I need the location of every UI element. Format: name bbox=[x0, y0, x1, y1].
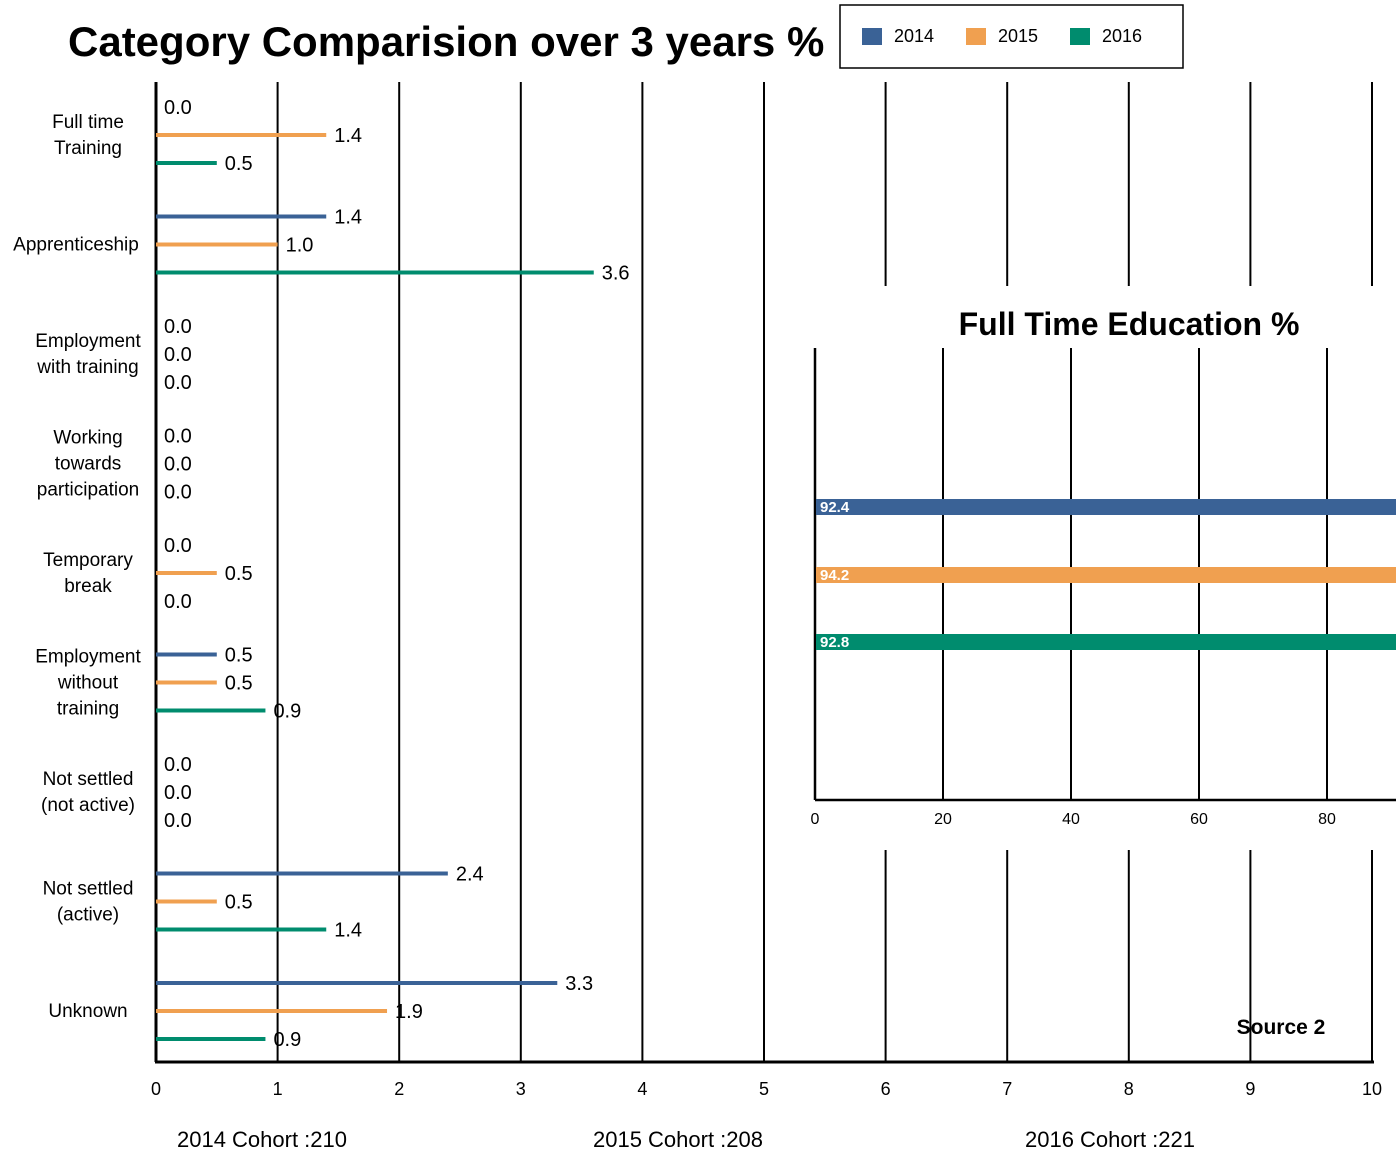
category-label: Working towards participation bbox=[37, 428, 139, 501]
inset-bar-2016 bbox=[816, 634, 1396, 650]
x-tick-label: 4 bbox=[637, 1079, 647, 1099]
data-label: 1.4 bbox=[334, 920, 362, 942]
category-label: Unknown bbox=[48, 1001, 127, 1022]
x-tick-label: 2 bbox=[394, 1079, 404, 1099]
category-label: Apprenticeship bbox=[13, 235, 139, 256]
data-label: 0.5 bbox=[225, 563, 253, 585]
inset-x-tick-label: 80 bbox=[1318, 811, 1336, 828]
legend-label: 2014 bbox=[894, 26, 934, 46]
data-label: 2.4 bbox=[456, 864, 484, 886]
category-label: Temporary break bbox=[43, 550, 133, 597]
legend-label: 2015 bbox=[998, 26, 1038, 46]
data-label: 0.0 bbox=[164, 810, 192, 832]
data-label: 0.5 bbox=[225, 673, 253, 695]
data-label: 0.0 bbox=[164, 372, 192, 394]
inset-bar-2015 bbox=[816, 567, 1396, 583]
data-label: 0.0 bbox=[164, 454, 192, 476]
data-label: 0.0 bbox=[164, 97, 192, 119]
data-label: 0.0 bbox=[164, 782, 192, 804]
inset-chart: Full Time Education % 0 20 40 60 80 92.4 94.2 92… bbox=[811, 290, 1396, 1039]
data-label: 0.5 bbox=[225, 153, 253, 175]
main-labels: 0.0 1.4 0.0 0.0 0.0 0.5 0.0 2.4 3.3 1.4 1.0 0.0 0.0 0… bbox=[13, 97, 629, 1051]
data-label: 1.4 bbox=[334, 125, 362, 147]
category-label: Full time Training bbox=[52, 112, 124, 159]
cohort-labels: 2014 Cohort :210 2015 Cohort :208 2016 Coh… bbox=[177, 1127, 1195, 1150]
legend-label: 2016 bbox=[1102, 26, 1142, 46]
data-label: 0.0 bbox=[164, 482, 192, 504]
data-label: 0.0 bbox=[164, 344, 192, 366]
x-tick-label: 7 bbox=[1002, 1079, 1012, 1099]
data-label: 0.0 bbox=[164, 754, 192, 776]
inset-x-tick-label: 40 bbox=[1062, 811, 1080, 828]
data-label: 1.0 bbox=[286, 235, 314, 257]
inset-data-label: 92.8 bbox=[820, 634, 849, 651]
legend-swatch-2015 bbox=[966, 28, 986, 45]
category-label: Not settled (active) bbox=[43, 879, 134, 926]
legend-swatch-2014 bbox=[862, 28, 882, 45]
data-label: 3.6 bbox=[602, 263, 630, 285]
data-label: 0.0 bbox=[164, 535, 192, 557]
cohort-label: 2016 Cohort :221 bbox=[1025, 1127, 1195, 1150]
cohort-label: 2014 Cohort :210 bbox=[177, 1127, 347, 1150]
chart-title: Category Comparision over 3 years % bbox=[68, 18, 824, 65]
inset-x-tick-label: 20 bbox=[934, 811, 952, 828]
source-note: Source 2 bbox=[1237, 1016, 1326, 1039]
category-label: Not settled (not active) bbox=[41, 769, 135, 816]
data-label: 3.3 bbox=[565, 973, 593, 995]
legend: 2014 2015 2016 bbox=[839, 4, 1184, 69]
x-tick-label: 3 bbox=[516, 1079, 526, 1099]
inset-data-label: 94.2 bbox=[820, 567, 849, 584]
x-tick-label: 5 bbox=[759, 1079, 769, 1099]
inset-x-tick-label: 0 bbox=[811, 811, 820, 828]
data-label: 0.0 bbox=[164, 316, 192, 338]
x-tick-label: 10 bbox=[1362, 1079, 1382, 1099]
data-label: 0.5 bbox=[225, 645, 253, 667]
cohort-label: 2015 Cohort :208 bbox=[593, 1127, 763, 1150]
inset-bar-2014 bbox=[816, 499, 1396, 515]
data-label: 0.0 bbox=[164, 426, 192, 448]
legend-swatch-2016 bbox=[1070, 28, 1090, 45]
main-bars bbox=[156, 133, 594, 1041]
data-label: 0.5 bbox=[225, 892, 253, 914]
category-label: Employment with training bbox=[35, 331, 141, 378]
x-tick-label: 8 bbox=[1124, 1079, 1134, 1099]
x-tick-label: 0 bbox=[151, 1079, 161, 1099]
data-label: 1.9 bbox=[395, 1001, 423, 1023]
main-gridlines: 0 1 2 3 4 5 6 7 8 9 10 bbox=[151, 82, 1382, 1099]
data-label: 1.4 bbox=[334, 207, 362, 229]
category-label: Employment without training bbox=[35, 647, 141, 720]
data-label: 0.9 bbox=[273, 1029, 301, 1051]
inset-title: Full Time Education % bbox=[959, 306, 1300, 342]
data-label: 0.9 bbox=[273, 701, 301, 723]
data-label: 0.0 bbox=[164, 591, 192, 613]
x-tick-label: 9 bbox=[1245, 1079, 1255, 1099]
inset-x-tick-label: 60 bbox=[1190, 811, 1208, 828]
x-tick-label: 1 bbox=[273, 1079, 283, 1099]
inset-data-label: 92.4 bbox=[820, 499, 850, 516]
legend-box bbox=[839, 4, 1184, 69]
x-tick-label: 6 bbox=[881, 1079, 891, 1099]
